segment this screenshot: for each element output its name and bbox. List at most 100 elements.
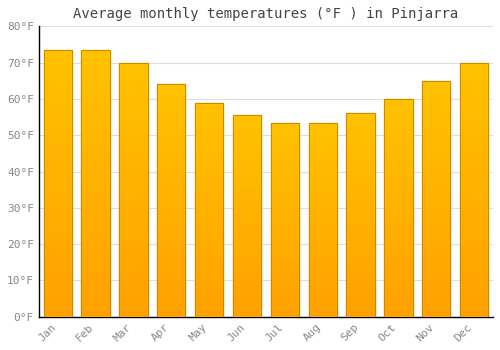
Bar (384, 142, 412, 147)
Bar (270, 235, 299, 239)
Bar (82, 50, 110, 55)
Bar (82, 237, 110, 242)
Bar (308, 239, 337, 243)
Bar (44, 178, 72, 183)
Bar (119, 195, 148, 200)
Bar (195, 278, 224, 282)
Bar (157, 168, 186, 173)
Bar (195, 261, 224, 265)
Bar (422, 194, 450, 199)
Bar (384, 313, 412, 317)
Bar (308, 146, 337, 150)
Bar (308, 177, 337, 181)
Bar (82, 82, 110, 87)
Bar (384, 186, 412, 190)
Bar (233, 115, 261, 317)
Bar (270, 247, 299, 251)
Bar (460, 129, 488, 134)
Bar (422, 147, 450, 152)
Bar (308, 161, 337, 165)
Bar (82, 189, 110, 194)
Bar (422, 265, 450, 270)
Bar (422, 170, 450, 175)
Bar (157, 84, 186, 317)
Bar (157, 163, 186, 168)
Bar (119, 261, 148, 266)
Bar (270, 294, 299, 298)
Bar (44, 290, 72, 295)
Bar (422, 184, 450, 189)
Bar (460, 210, 488, 215)
Bar (44, 301, 72, 306)
Bar (384, 260, 412, 265)
Bar (195, 308, 224, 313)
Bar (195, 304, 224, 308)
Bar (270, 309, 299, 313)
Bar (119, 63, 148, 317)
Bar (270, 204, 299, 208)
Bar (460, 88, 488, 93)
Bar (308, 231, 337, 235)
Bar (270, 289, 299, 294)
Bar (270, 142, 299, 146)
Bar (308, 289, 337, 294)
Bar (233, 244, 261, 248)
Bar (422, 180, 450, 184)
Bar (119, 190, 148, 195)
Bar (119, 169, 148, 174)
Bar (460, 307, 488, 312)
Bar (82, 173, 110, 178)
Bar (346, 211, 375, 215)
Bar (308, 169, 337, 173)
Bar (157, 229, 186, 233)
Bar (384, 290, 412, 295)
Bar (119, 68, 148, 73)
Bar (82, 210, 110, 215)
Bar (422, 241, 450, 246)
Bar (195, 223, 224, 227)
Bar (384, 308, 412, 313)
Bar (119, 266, 148, 271)
Bar (195, 214, 224, 218)
Bar (157, 308, 186, 312)
Bar (384, 286, 412, 290)
Bar (270, 189, 299, 192)
Bar (308, 122, 337, 317)
Bar (157, 247, 186, 252)
Bar (44, 253, 72, 258)
Bar (270, 177, 299, 181)
Bar (308, 262, 337, 266)
Bar (346, 195, 375, 199)
Bar (195, 282, 224, 287)
Bar (119, 286, 148, 292)
Bar (270, 274, 299, 278)
Bar (157, 159, 186, 163)
Bar (44, 71, 72, 77)
Bar (44, 242, 72, 247)
Bar (308, 266, 337, 270)
Bar (308, 150, 337, 154)
Bar (384, 125, 412, 130)
Bar (346, 113, 375, 118)
Bar (195, 240, 224, 244)
Bar (119, 108, 148, 113)
Bar (308, 193, 337, 196)
Bar (270, 259, 299, 262)
Bar (384, 199, 412, 203)
Bar (195, 158, 224, 162)
Bar (384, 177, 412, 182)
Bar (157, 312, 186, 317)
Bar (233, 188, 261, 192)
Bar (460, 251, 488, 256)
Bar (422, 293, 450, 298)
Bar (82, 119, 110, 125)
Bar (422, 284, 450, 288)
Bar (308, 224, 337, 228)
Bar (422, 138, 450, 142)
Bar (422, 152, 450, 156)
Bar (308, 298, 337, 301)
Bar (195, 188, 224, 193)
Bar (157, 112, 186, 117)
Bar (346, 252, 375, 256)
Bar (82, 306, 110, 312)
